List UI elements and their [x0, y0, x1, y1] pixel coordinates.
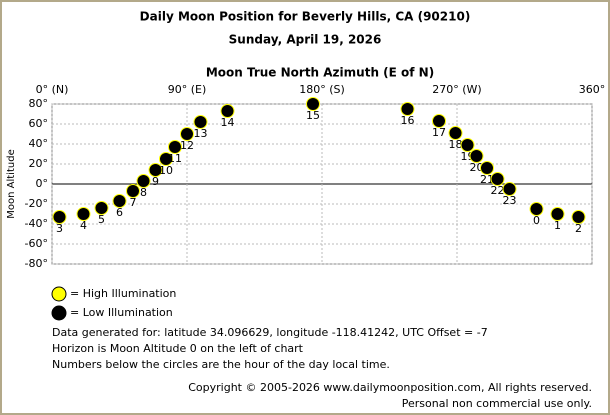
moon-point — [571, 210, 586, 224]
hour-label: 0 — [533, 214, 540, 227]
moon-point — [148, 163, 163, 177]
moon-point — [52, 210, 67, 224]
moon-point — [136, 174, 151, 188]
note: Data generated for: latitude 34.096629, … — [52, 326, 488, 339]
moon-point — [126, 184, 140, 198]
hour-label: 3 — [56, 222, 63, 235]
y-tick-label: -80° — [25, 257, 48, 270]
legend-label: = High Illumination — [70, 287, 176, 300]
x-tick-label: 360° — [579, 83, 606, 96]
note: Horizon is Moon Altitude 0 on the left o… — [52, 342, 304, 355]
hour-label: 22 — [491, 184, 505, 197]
y-tick-label: 80° — [29, 97, 49, 110]
hour-label: 1 — [554, 219, 561, 232]
moon-point — [529, 202, 544, 216]
moon-point — [193, 115, 208, 129]
moon-point — [490, 172, 505, 186]
y-axis-title: Moon Altitude — [6, 149, 17, 218]
moon-point — [94, 201, 109, 215]
moon-point — [550, 207, 565, 221]
hour-label: 8 — [140, 186, 147, 199]
moon-point — [432, 114, 446, 128]
note: Numbers below the circles are the hour o… — [52, 358, 390, 371]
x-tick-label: 0° (N) — [36, 83, 69, 96]
moon-point — [480, 161, 494, 175]
chart-title: Daily Moon Position for Beverly Hills, C… — [140, 10, 471, 24]
moon-point — [220, 104, 235, 118]
moon-point — [76, 207, 91, 221]
moon-point — [180, 127, 194, 141]
copyright: Personal non commercial use only. — [402, 397, 592, 410]
moon-point — [469, 149, 484, 163]
hour-label: 2 — [575, 222, 582, 235]
hour-label: 23 — [503, 194, 517, 207]
y-tick-label: 20° — [29, 157, 49, 170]
legend-label: = Low Illumination — [70, 306, 173, 319]
hour-label: 21 — [480, 173, 494, 186]
hour-label: 9 — [152, 175, 159, 188]
copyright: Copyright © 2005-2026 www.dailymoonposit… — [188, 381, 592, 394]
x-tick-label: 270° (W) — [432, 83, 481, 96]
hour-label: 16 — [401, 114, 415, 127]
moon-point — [306, 97, 320, 111]
hour-label: 7 — [130, 196, 137, 209]
hour-label: 18 — [449, 138, 463, 151]
hour-label: 4 — [80, 219, 87, 232]
x-tick-label: 90° (E) — [168, 83, 207, 96]
moon-point — [168, 140, 182, 154]
x-tick-label: 180° (S) — [299, 83, 345, 96]
y-tick-label: -60° — [25, 237, 48, 250]
y-tick-label: -20° — [25, 197, 48, 210]
y-tick-label: 60° — [29, 117, 49, 130]
moon-point — [159, 152, 173, 166]
hour-label: 14 — [221, 116, 235, 129]
y-tick-label: -40° — [25, 217, 48, 230]
hour-label: 13 — [194, 127, 208, 140]
y-tick-label: 0° — [36, 177, 49, 190]
moon-point — [400, 102, 415, 116]
hour-label: 6 — [116, 206, 123, 219]
hour-label: 20 — [470, 161, 484, 174]
hour-label: 17 — [432, 126, 446, 139]
moon-point — [502, 182, 517, 196]
hour-label: 10 — [159, 164, 173, 177]
hour-label: 5 — [98, 213, 105, 226]
legend-marker — [51, 286, 67, 302]
hour-label: 11 — [168, 152, 182, 165]
hour-label: 15 — [306, 109, 320, 122]
hour-label: 12 — [180, 139, 194, 152]
moon-point — [460, 138, 475, 152]
legend-marker — [51, 305, 67, 321]
x-axis-title: Moon True North Azimuth (E of N) — [206, 66, 434, 80]
chart-subtitle: Sunday, April 19, 2026 — [229, 33, 382, 47]
moon-point — [112, 194, 127, 208]
y-tick-label: 40° — [29, 137, 49, 150]
moon-point — [448, 126, 463, 140]
